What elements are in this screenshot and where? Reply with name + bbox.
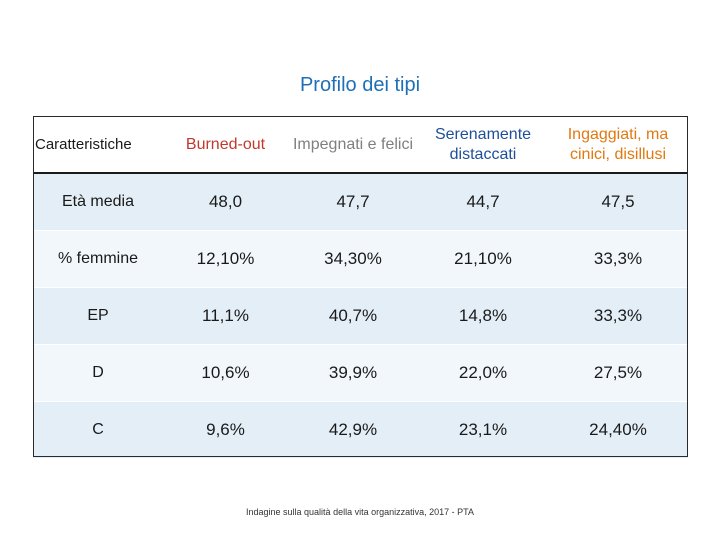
table-row: C 9,6% 42,9% 23,1% 24,40% — [33, 401, 688, 459]
table-cell: 40,7% — [288, 287, 418, 345]
table-row: % femmine 12,10% 34,30% 21,10% 33,3% — [33, 230, 688, 288]
table-cell: 33,3% — [548, 287, 688, 345]
profile-table: Caratteristiche Burned-out Impegnati e f… — [33, 116, 688, 459]
table-cell: 12,10% — [163, 230, 288, 288]
table-cell: 23,1% — [418, 401, 548, 459]
table-cell: 44,7 — [418, 172, 548, 231]
header-impegnati-felici: Impegnati e felici — [288, 116, 418, 174]
table-cell: 34,30% — [288, 230, 418, 288]
row-label: C — [33, 401, 163, 459]
table-cell: 14,8% — [418, 287, 548, 345]
header-serenamente-distaccati: Serenamente distaccati — [418, 116, 548, 174]
table-row: Età media 48,0 47,7 44,7 47,5 — [33, 172, 688, 231]
row-label: D — [33, 344, 163, 402]
header-row: Caratteristiche Burned-out Impegnati e f… — [33, 116, 688, 174]
table-cell: 47,7 — [288, 172, 418, 231]
header-caratteristiche: Caratteristiche — [33, 116, 163, 174]
table-cell: 22,0% — [418, 344, 548, 402]
header-ingaggiati-cinici: Ingaggiati, ma cinici, disillusi — [548, 116, 688, 174]
table-cell: 27,5% — [548, 344, 688, 402]
table-cell: 33,3% — [548, 230, 688, 288]
table-cell: 39,9% — [288, 344, 418, 402]
table-cell: 42,9% — [288, 401, 418, 459]
table-cell: 48,0 — [163, 172, 288, 231]
table-cell: 24,40% — [548, 401, 688, 459]
table-cell: 10,6% — [163, 344, 288, 402]
row-label: EP — [33, 287, 163, 345]
table-cell: 47,5 — [548, 172, 688, 231]
table-cell: 9,6% — [163, 401, 288, 459]
footer-source: Indagine sulla qualità della vita organi… — [246, 507, 474, 517]
page-title: Profilo dei tipi — [299, 74, 421, 96]
table-cell: 11,1% — [163, 287, 288, 345]
table-row: D 10,6% 39,9% 22,0% 27,5% — [33, 344, 688, 402]
row-label: % femmine — [33, 230, 163, 288]
table-cell: 21,10% — [418, 230, 548, 288]
header-burned-out: Burned-out — [163, 116, 288, 174]
table-row: EP 11,1% 40,7% 14,8% 33,3% — [33, 287, 688, 345]
row-label: Età media — [33, 172, 163, 231]
